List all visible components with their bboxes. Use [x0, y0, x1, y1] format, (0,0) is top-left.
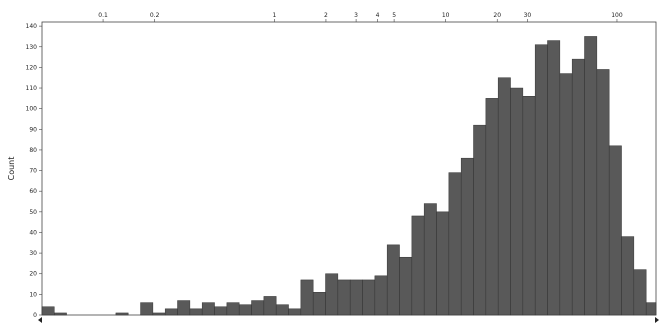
x-tick-label: 4	[376, 12, 380, 19]
histogram-bar	[374, 275, 388, 316]
histogram-bar	[386, 244, 400, 316]
bars	[41, 36, 657, 316]
histogram-bar	[349, 279, 363, 316]
histogram-bar	[214, 306, 228, 316]
right-arrow-icon	[655, 317, 659, 323]
histogram-bar	[325, 273, 339, 316]
y-axis: 0 10 20 30 40 50 60 70 80 90 100 110 120 130 140	[26, 23, 42, 319]
y-tick-label: 100	[26, 106, 38, 113]
histogram-bar	[362, 279, 376, 316]
y-tick-label: 70	[29, 168, 37, 175]
y-axis-title: Count	[7, 157, 16, 181]
y-tick-label: 80	[29, 147, 37, 154]
histogram-bar	[54, 312, 67, 316]
x-tick-label: 0.2	[150, 12, 160, 19]
histogram-bar	[460, 157, 474, 316]
histogram-bar	[571, 58, 585, 316]
histogram-bar	[621, 236, 635, 316]
y-tick-label: 10	[29, 291, 37, 298]
histogram-bar	[559, 73, 573, 316]
histogram-bar	[238, 304, 252, 316]
histogram-bar	[399, 256, 413, 316]
bottom-axis-handles	[38, 317, 659, 323]
y-tick-label: 20	[29, 271, 37, 278]
y-tick-label: 50	[29, 209, 37, 216]
histogram-bar	[152, 312, 166, 316]
histogram-bar	[177, 300, 191, 316]
y-tick-label: 140	[26, 23, 38, 30]
histogram-bar	[473, 124, 487, 316]
histogram-bar	[436, 211, 450, 316]
y-tick-label: 120	[26, 64, 38, 71]
x-tick-label: 0.1	[98, 12, 108, 19]
x-tick-label: 5	[392, 12, 396, 19]
histogram-bar	[115, 312, 129, 316]
x-axis: 0.1 0.2 1 2 3 4 5 10 20 30 100	[98, 12, 623, 22]
y-tick-label: 60	[29, 188, 37, 195]
histogram-bar	[645, 302, 657, 316]
y-tick-label: 90	[29, 126, 37, 133]
histogram-bar	[584, 36, 598, 316]
histogram-bar	[510, 87, 524, 316]
left-arrow-icon	[38, 317, 42, 323]
histogram-bar	[608, 145, 622, 316]
histogram-bar	[423, 203, 437, 316]
histogram-bar	[337, 279, 351, 316]
histogram-bar	[189, 308, 203, 316]
histogram-bar	[547, 40, 561, 316]
histogram-bar	[300, 279, 314, 316]
histogram-bar	[497, 77, 511, 316]
x-tick-label: 2	[324, 12, 328, 19]
x-tick-label: 1	[272, 12, 276, 19]
histogram-bar	[633, 269, 647, 316]
histogram-bar	[275, 304, 289, 316]
x-tick-label: 30	[524, 12, 532, 19]
histogram-bar	[534, 44, 548, 316]
histogram-bar	[140, 302, 154, 316]
histogram-bar	[263, 296, 277, 316]
histogram-bar	[201, 302, 215, 316]
histogram-bar	[596, 69, 610, 316]
x-tick-label: 20	[493, 12, 501, 19]
histogram-bar	[41, 306, 55, 316]
y-tick-label: 40	[29, 229, 37, 236]
histogram-bar	[485, 98, 499, 316]
histogram-bar	[312, 292, 326, 316]
y-tick-label: 110	[26, 85, 38, 92]
x-tick-label: 100	[611, 12, 623, 19]
y-tick-label: 30	[29, 250, 37, 257]
histogram-bar	[251, 300, 265, 316]
histogram-bar	[164, 308, 178, 316]
x-tick-label: 3	[354, 12, 358, 19]
histogram-bar	[448, 172, 462, 316]
x-tick-label: 10	[442, 12, 450, 19]
histogram-bar	[226, 302, 240, 316]
histogram-bar	[522, 96, 536, 316]
y-tick-label: 130	[26, 44, 38, 51]
histogram-bar	[411, 215, 425, 316]
histogram-bar	[288, 308, 302, 316]
y-tick-label: 0	[33, 312, 37, 319]
